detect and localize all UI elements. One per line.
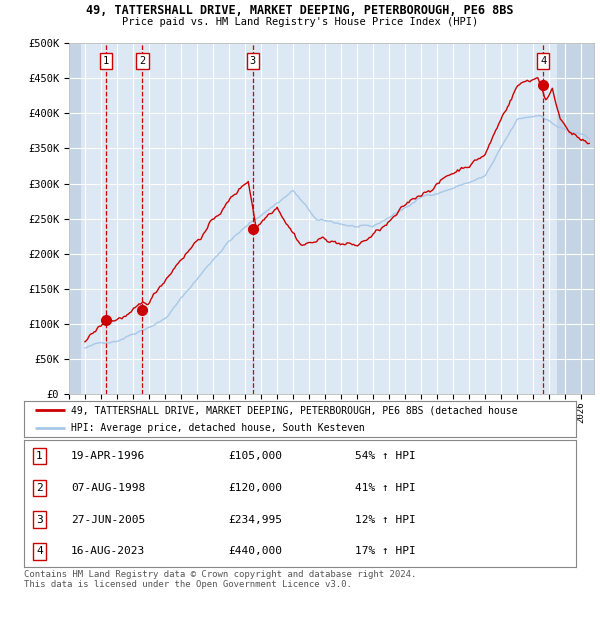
Text: £234,995: £234,995	[228, 515, 282, 525]
Text: 12% ↑ HPI: 12% ↑ HPI	[355, 515, 416, 525]
Text: HPI: Average price, detached house, South Kesteven: HPI: Average price, detached house, Sout…	[71, 423, 365, 433]
Text: 2: 2	[36, 483, 43, 493]
Text: £105,000: £105,000	[228, 451, 282, 461]
Bar	[557, 43, 594, 394]
Text: 4: 4	[540, 56, 546, 66]
Text: 17% ↑ HPI: 17% ↑ HPI	[355, 546, 416, 556]
Text: 1: 1	[103, 56, 109, 66]
Text: £120,000: £120,000	[228, 483, 282, 493]
Text: 07-AUG-1998: 07-AUG-1998	[71, 483, 145, 493]
Text: Contains HM Land Registry data © Crown copyright and database right 2024.: Contains HM Land Registry data © Crown c…	[24, 570, 416, 580]
Text: This data is licensed under the Open Government Licence v3.0.: This data is licensed under the Open Gov…	[24, 580, 352, 589]
Text: 49, TATTERSHALL DRIVE, MARKET DEEPING, PETERBOROUGH, PE6 8BS: 49, TATTERSHALL DRIVE, MARKET DEEPING, P…	[86, 4, 514, 17]
Text: 3: 3	[36, 515, 43, 525]
Text: Price paid vs. HM Land Registry's House Price Index (HPI): Price paid vs. HM Land Registry's House …	[122, 17, 478, 27]
Text: 49, TATTERSHALL DRIVE, MARKET DEEPING, PETERBOROUGH, PE6 8BS (detached house: 49, TATTERSHALL DRIVE, MARKET DEEPING, P…	[71, 405, 517, 415]
Text: 2: 2	[139, 56, 146, 66]
Text: 16-AUG-2023: 16-AUG-2023	[71, 546, 145, 556]
Text: £440,000: £440,000	[228, 546, 282, 556]
Text: 4: 4	[36, 546, 43, 556]
Text: 27-JUN-2005: 27-JUN-2005	[71, 515, 145, 525]
Text: 19-APR-1996: 19-APR-1996	[71, 451, 145, 461]
Text: 1: 1	[36, 451, 43, 461]
Text: 3: 3	[250, 56, 256, 66]
Text: 41% ↑ HPI: 41% ↑ HPI	[355, 483, 416, 493]
Text: 54% ↑ HPI: 54% ↑ HPI	[355, 451, 416, 461]
Bar	[69, 43, 81, 394]
